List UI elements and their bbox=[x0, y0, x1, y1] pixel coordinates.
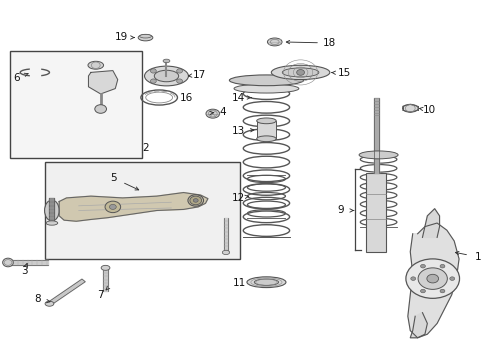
Text: 1: 1 bbox=[474, 252, 481, 262]
Circle shape bbox=[420, 289, 425, 293]
Text: 18: 18 bbox=[323, 38, 336, 48]
Circle shape bbox=[420, 264, 425, 268]
Text: 13: 13 bbox=[231, 126, 245, 136]
Ellipse shape bbox=[2, 258, 13, 267]
Ellipse shape bbox=[246, 277, 285, 288]
Text: 11: 11 bbox=[232, 278, 246, 288]
Text: 7: 7 bbox=[97, 291, 104, 301]
Ellipse shape bbox=[88, 61, 103, 69]
Circle shape bbox=[410, 277, 415, 280]
Text: 16: 16 bbox=[179, 93, 192, 103]
Circle shape bbox=[296, 69, 304, 75]
Text: 2: 2 bbox=[142, 143, 149, 153]
Circle shape bbox=[105, 201, 121, 213]
Circle shape bbox=[439, 289, 444, 293]
Ellipse shape bbox=[154, 70, 178, 82]
Circle shape bbox=[449, 277, 454, 280]
Ellipse shape bbox=[140, 35, 151, 38]
Circle shape bbox=[189, 196, 201, 205]
Circle shape bbox=[150, 79, 156, 83]
Ellipse shape bbox=[271, 65, 329, 80]
Text: 6: 6 bbox=[13, 73, 20, 83]
Text: 14: 14 bbox=[231, 93, 245, 103]
Text: 9: 9 bbox=[337, 206, 344, 216]
Ellipse shape bbox=[101, 265, 110, 270]
Text: 8: 8 bbox=[34, 294, 41, 305]
Circle shape bbox=[176, 79, 182, 83]
Ellipse shape bbox=[222, 250, 229, 255]
Bar bbox=[256, 121, 276, 139]
Ellipse shape bbox=[44, 200, 59, 221]
Ellipse shape bbox=[402, 104, 417, 112]
Polygon shape bbox=[409, 313, 427, 338]
Ellipse shape bbox=[256, 118, 276, 124]
Text: 19: 19 bbox=[115, 32, 128, 42]
Ellipse shape bbox=[234, 84, 298, 93]
Circle shape bbox=[193, 199, 198, 202]
Polygon shape bbox=[407, 223, 458, 338]
Polygon shape bbox=[48, 279, 85, 305]
Ellipse shape bbox=[282, 68, 318, 77]
Ellipse shape bbox=[229, 75, 303, 86]
Ellipse shape bbox=[256, 136, 276, 141]
Circle shape bbox=[95, 105, 106, 113]
Bar bbox=[10, 51, 142, 158]
Bar bbox=[44, 162, 239, 259]
Circle shape bbox=[417, 268, 447, 289]
Ellipse shape bbox=[46, 221, 58, 225]
Ellipse shape bbox=[267, 38, 282, 46]
Circle shape bbox=[426, 274, 438, 283]
Circle shape bbox=[109, 204, 116, 210]
Text: 17: 17 bbox=[193, 70, 206, 80]
Ellipse shape bbox=[254, 279, 278, 285]
Text: 12: 12 bbox=[231, 193, 245, 203]
Bar bbox=[366, 173, 385, 252]
Text: 10: 10 bbox=[423, 105, 435, 115]
Ellipse shape bbox=[187, 195, 203, 206]
Ellipse shape bbox=[163, 59, 169, 63]
Polygon shape bbox=[88, 71, 118, 94]
Text: 4: 4 bbox=[219, 107, 225, 117]
Ellipse shape bbox=[205, 109, 219, 118]
Ellipse shape bbox=[138, 35, 153, 41]
Text: 3: 3 bbox=[21, 266, 27, 276]
Text: 5: 5 bbox=[110, 173, 117, 183]
Ellipse shape bbox=[144, 66, 188, 86]
Circle shape bbox=[405, 259, 459, 298]
Circle shape bbox=[176, 69, 182, 73]
Polygon shape bbox=[422, 209, 439, 237]
Text: 15: 15 bbox=[337, 68, 350, 78]
Ellipse shape bbox=[358, 151, 397, 159]
Circle shape bbox=[439, 264, 444, 268]
Circle shape bbox=[150, 69, 156, 73]
Polygon shape bbox=[59, 193, 207, 221]
Ellipse shape bbox=[45, 301, 54, 306]
